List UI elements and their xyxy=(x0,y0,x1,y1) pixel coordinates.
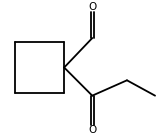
Text: O: O xyxy=(88,125,96,135)
Text: O: O xyxy=(88,2,96,12)
